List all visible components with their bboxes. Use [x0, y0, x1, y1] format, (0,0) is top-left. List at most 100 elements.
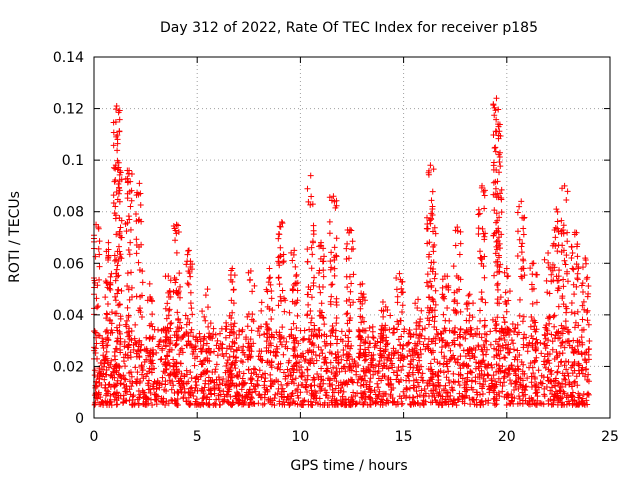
data-point: [97, 360, 104, 367]
data-point: [175, 222, 182, 229]
data-point: [414, 340, 421, 347]
data-point: [406, 369, 413, 376]
data-point: [205, 386, 212, 393]
data-point: [306, 335, 313, 342]
data-point: [333, 365, 340, 372]
data-point: [545, 377, 552, 384]
data-point: [453, 310, 460, 317]
data-point: [149, 357, 156, 364]
data-point: [343, 297, 350, 304]
data-point: [549, 261, 556, 268]
data-point: [176, 351, 183, 358]
data-point: [200, 342, 207, 349]
data-point: [554, 368, 561, 375]
data-point: [252, 366, 259, 373]
data-point: [113, 270, 120, 277]
data-point: [335, 360, 342, 367]
data-point: [398, 395, 405, 402]
data-point: [533, 336, 540, 343]
data-point: [283, 396, 290, 403]
data-point: [492, 378, 499, 385]
data-point: [377, 352, 384, 359]
data-point: [136, 180, 143, 187]
data-point: [304, 246, 311, 253]
data-point: [558, 217, 565, 224]
data-point: [225, 379, 232, 386]
data-point: [126, 296, 133, 303]
data-point: [368, 362, 375, 369]
data-point: [125, 342, 132, 349]
data-point: [317, 289, 324, 296]
data-point: [314, 370, 321, 377]
data-point: [477, 248, 484, 255]
x-tick-label: 25: [601, 429, 619, 445]
data-point: [112, 119, 119, 126]
data-point: [570, 266, 577, 273]
data-point: [482, 378, 489, 385]
data-point: [484, 372, 491, 379]
data-point: [528, 373, 535, 380]
data-point: [187, 289, 194, 296]
data-point: [365, 344, 372, 351]
data-point: [492, 144, 499, 151]
data-point: [344, 284, 351, 291]
data-point: [571, 378, 578, 385]
data-point: [111, 374, 118, 381]
data-point: [192, 398, 199, 405]
data-point: [429, 392, 436, 399]
data-point: [191, 401, 198, 408]
data-point: [347, 302, 354, 309]
data-point: [491, 207, 498, 214]
data-point: [555, 303, 562, 310]
data-point: [512, 324, 519, 331]
data-point: [555, 228, 562, 235]
data-point: [521, 272, 528, 279]
data-point: [163, 365, 170, 372]
data-point: [173, 341, 180, 348]
data-point: [269, 397, 276, 404]
data-point: [476, 380, 483, 387]
data-point: [445, 377, 452, 384]
data-point: [104, 284, 111, 291]
data-point: [280, 258, 287, 265]
data-point: [94, 395, 101, 402]
data-point: [316, 307, 323, 314]
data-point: [490, 101, 497, 108]
data-point: [343, 245, 350, 252]
data-point: [352, 363, 359, 370]
data-point: [114, 147, 121, 154]
data-point: [330, 193, 337, 200]
data-point: [124, 283, 131, 290]
data-point: [173, 287, 180, 294]
data-point: [495, 375, 502, 382]
data-point: [105, 246, 112, 253]
data-point: [170, 382, 177, 389]
data-point: [308, 328, 315, 335]
data-point: [107, 281, 114, 288]
data-point: [381, 373, 388, 380]
data-point: [349, 238, 356, 245]
data-point: [564, 229, 571, 236]
data-point: [585, 391, 592, 398]
data-point: [363, 367, 370, 374]
data-point: [554, 218, 561, 225]
data-point: [569, 396, 576, 403]
data-point: [110, 199, 117, 206]
data-point: [258, 299, 265, 306]
data-point: [124, 355, 131, 362]
data-point: [258, 348, 265, 355]
data-point: [184, 251, 191, 258]
data-point: [315, 327, 322, 334]
data-point: [180, 332, 187, 339]
data-point: [562, 376, 569, 383]
data-point: [316, 243, 323, 250]
data-point: [327, 258, 334, 265]
data-point: [301, 397, 308, 404]
data-point: [302, 384, 309, 391]
data-point: [113, 133, 120, 140]
data-point: [129, 401, 136, 408]
data-point: [441, 273, 448, 280]
data-point: [397, 376, 404, 383]
data-point: [373, 395, 380, 402]
data-point: [479, 225, 486, 232]
